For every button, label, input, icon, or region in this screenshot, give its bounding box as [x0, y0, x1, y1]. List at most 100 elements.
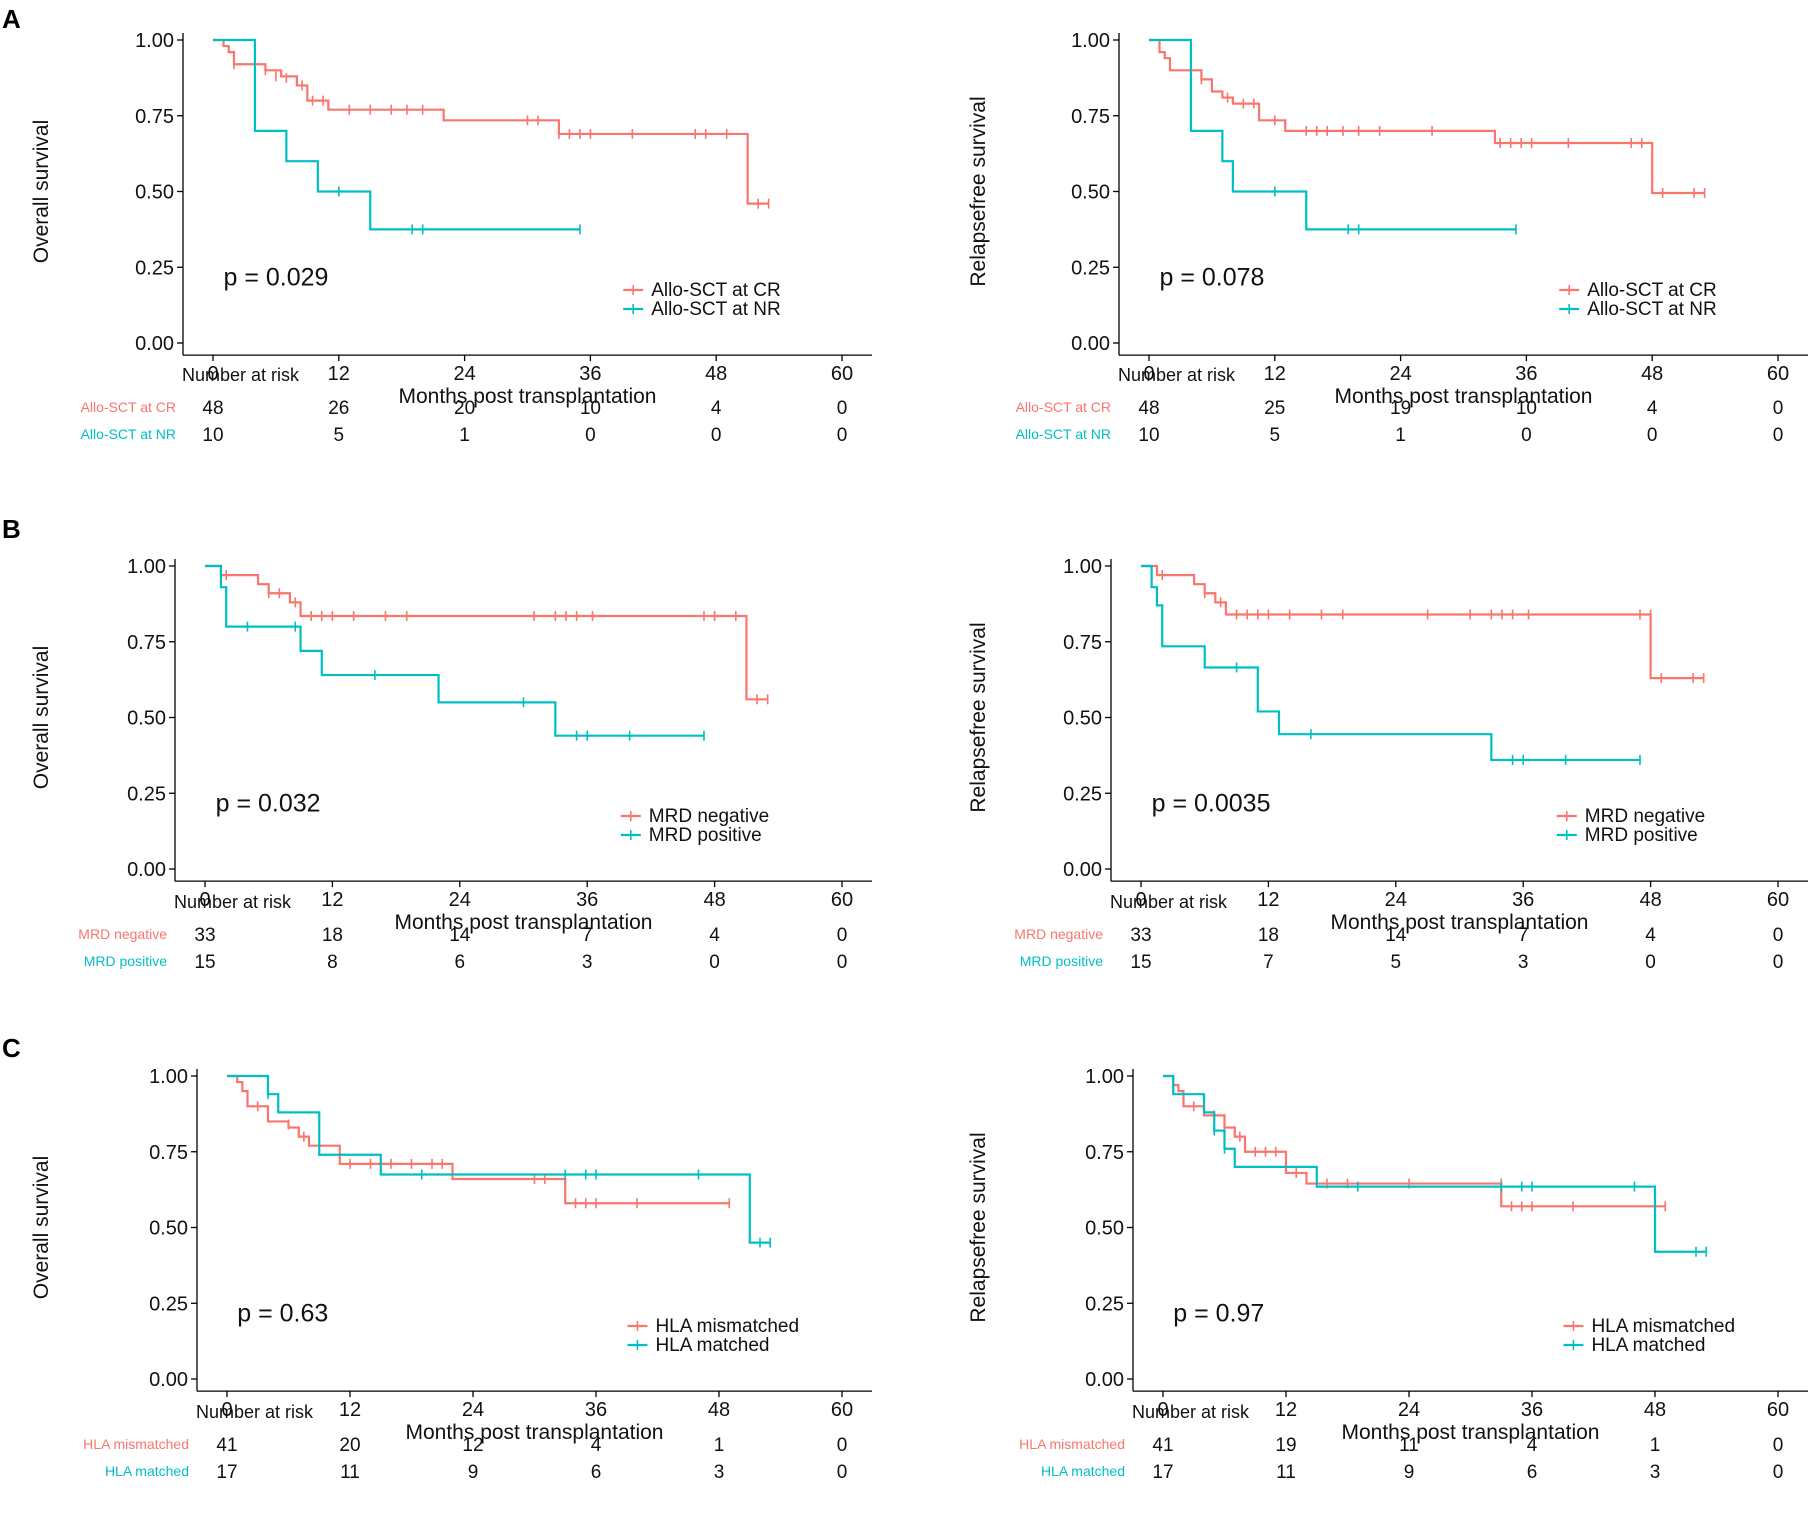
legend-label: HLA matched: [655, 1335, 769, 1356]
km-chart-4: 0.00 0.25 0.50 0.75 1.00 0 12 24 36 48 60 Months po…: [967, 556, 1808, 973]
km-chart-2: 0.00 0.25 0.50 0.75 1.00 0 12 24 36 48 60 Months po…: [967, 30, 1808, 446]
risk-count: 6: [591, 1462, 602, 1483]
x-tick-label: 12: [1257, 889, 1279, 911]
risk-count: 8: [327, 952, 338, 973]
x-tick-label: 36: [1512, 889, 1534, 911]
y-tick-label: 0.25: [1085, 1293, 1124, 1315]
x-tick-label: 12: [1264, 363, 1286, 385]
risk-count: 48: [1138, 398, 1159, 419]
risk-count: 18: [1258, 925, 1279, 946]
risk-table-label: MRD negative: [1014, 926, 1103, 942]
x-tick-label: 24: [453, 363, 475, 385]
legend-label: MRD negative: [1585, 806, 1705, 827]
x-tick-label: 0: [1157, 1399, 1168, 1421]
x-tick-label: 24: [449, 889, 471, 911]
survival-curve-group2: [205, 564, 704, 737]
x-axis-title: Months post transplantation: [1335, 385, 1593, 408]
risk-table-label: HLA matched: [1041, 1463, 1125, 1479]
risk-table-label: MRD negative: [78, 926, 167, 942]
risk-count: 1: [1650, 1435, 1661, 1456]
x-tick-label: 0: [1143, 363, 1154, 385]
x-tick-label: 36: [585, 1399, 607, 1421]
risk-count: 0: [837, 398, 848, 419]
y-axis-title: Overall survival: [30, 646, 53, 790]
y-tick-label: 1.00: [1085, 1066, 1124, 1088]
risk-count: 0: [1773, 1462, 1784, 1483]
x-tick-label: 48: [1644, 1399, 1666, 1421]
risk-count: 3: [714, 1462, 725, 1483]
x-tick-label: 48: [1641, 363, 1663, 385]
risk-count: 33: [194, 925, 215, 946]
x-tick-label: 12: [1275, 1399, 1297, 1421]
risk-count: 4: [1647, 398, 1658, 419]
p-value: p = 0.029: [223, 263, 328, 291]
risk-table-title: Number at risk: [182, 365, 300, 385]
x-tick-label: 60: [1767, 889, 1789, 911]
risk-count: 5: [334, 425, 345, 446]
risk-count: 19: [1275, 1435, 1296, 1456]
x-axis-title: Months post transplantation: [395, 911, 653, 934]
risk-count: 0: [585, 425, 596, 446]
risk-count: 9: [468, 1462, 479, 1483]
x-tick-label: 0: [1135, 889, 1146, 911]
x-tick-label: 0: [199, 889, 210, 911]
y-axis-title: Relapsefree survival: [967, 96, 990, 286]
legend-label: Allo-SCT at NR: [1587, 299, 1717, 320]
survival-curve-group1: [205, 564, 768, 701]
risk-count: 15: [194, 952, 215, 973]
legend-label: HLA mismatched: [655, 1316, 799, 1337]
risk-count: 4: [711, 398, 722, 419]
x-axis-title: Months post transplantation: [406, 1421, 664, 1444]
y-axis-title: Overall survival: [30, 120, 53, 264]
survival-curve-group2: [1149, 38, 1516, 231]
risk-count: 33: [1130, 925, 1151, 946]
y-tick-label: 0.25: [127, 783, 166, 805]
x-tick-label: 12: [339, 1399, 361, 1421]
x-axis-title: Months post transplantation: [1331, 911, 1589, 934]
x-tick-label: 60: [1767, 1399, 1789, 1421]
risk-count: 17: [1152, 1462, 1173, 1483]
x-tick-label: 60: [831, 363, 853, 385]
risk-count: 0: [1773, 952, 1784, 973]
legend-label: HLA matched: [1591, 1335, 1705, 1356]
risk-count: 48: [202, 398, 223, 419]
risk-count: 0: [837, 952, 848, 973]
risk-table-title: Number at risk: [174, 892, 292, 912]
y-tick-label: 0.25: [135, 257, 174, 279]
risk-count: 10: [580, 398, 601, 419]
risk-table-label: Allo-SCT at CR: [1016, 399, 1111, 415]
risk-count: 3: [1650, 1462, 1661, 1483]
x-tick-label: 36: [1521, 1399, 1543, 1421]
y-tick-label: 1.00: [127, 556, 166, 578]
risk-count: 11: [1276, 1462, 1296, 1483]
risk-count: 10: [202, 425, 223, 446]
risk-count: 9: [1404, 1462, 1415, 1483]
risk-count: 17: [216, 1462, 237, 1483]
risk-table-title: Number at risk: [1118, 365, 1236, 385]
survival-curve-group1: [1149, 38, 1705, 195]
y-tick-label: 0.75: [1063, 632, 1102, 654]
x-tick-label: 60: [1767, 363, 1789, 385]
risk-count: 1: [459, 425, 470, 446]
survival-curve-group2: [213, 38, 580, 231]
y-tick-label: 0.50: [135, 182, 174, 204]
risk-table-label: Allo-SCT at NR: [81, 426, 176, 442]
risk-count: 4: [1527, 1435, 1538, 1456]
risk-count: 7: [1263, 952, 1274, 973]
risk-count: 1: [714, 1435, 725, 1456]
risk-count: 12: [462, 1435, 483, 1456]
y-tick-label: 0.00: [1063, 859, 1102, 881]
risk-count: 0: [837, 1435, 848, 1456]
risk-table-title: Number at risk: [1110, 892, 1228, 912]
survival-curve-group1: [227, 1074, 730, 1205]
x-tick-label: 24: [1385, 889, 1407, 911]
legend-label: Allo-SCT at CR: [1587, 280, 1717, 301]
risk-count: 10: [1138, 425, 1159, 446]
y-tick-label: 0.00: [1071, 333, 1110, 355]
x-tick-label: 12: [328, 363, 350, 385]
x-tick-label: 48: [1639, 889, 1661, 911]
y-tick-label: 1.00: [135, 30, 174, 52]
panel-letter-c: C: [2, 1033, 21, 1063]
survival-curve-group2: [1163, 1074, 1707, 1253]
